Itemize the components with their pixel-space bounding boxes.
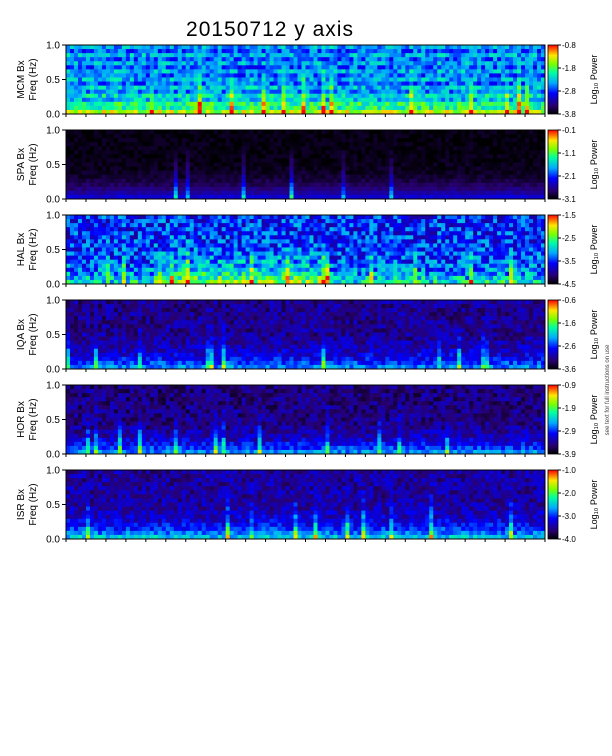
colorbar-title: Log₁₀ Power — [589, 225, 599, 275]
spectrogram-image — [66, 470, 546, 540]
colorbar-tick-label: -0.1 — [562, 126, 576, 135]
colorbar-tick-label: -1.0 — [562, 466, 576, 475]
colorbar-tick-label: -1.5 — [562, 211, 576, 220]
spectrogram-image — [66, 300, 546, 370]
freq-axis-label: Freq (Hz) — [28, 398, 39, 440]
y-tick-label: 0.0 — [46, 110, 60, 121]
y-tick-label: 0.0 — [46, 450, 60, 461]
colorbar-tick-label: -1.8 — [562, 64, 576, 73]
station-label: SPA Bx — [16, 148, 27, 181]
freq-axis-label: Freq (Hz) — [28, 143, 39, 185]
spectrogram-image — [66, 45, 546, 115]
station-label: IQA Bx — [16, 319, 27, 350]
y-tick-label: 0.5 — [46, 160, 60, 171]
panel-spa-bx: 0.0 0.5 1.0 SPA Bx Freq (Hz) -0.1 -1.1 -2.1 -3.1… — [16, 126, 599, 206]
colorbar-tick-label: -2.0 — [562, 489, 576, 498]
spectrogram-image — [66, 130, 546, 200]
colorbar-tick-label: -2.8 — [562, 87, 576, 96]
colorbar-tick-label: -2.9 — [562, 427, 576, 436]
colorbar-title: Log₁₀ Power — [589, 55, 599, 105]
panel-hor-bx: 0.0 0.5 1.0 HOR Bx Freq (Hz) -0.9 -1.9 -2.9 -3.9… — [16, 381, 599, 461]
colorbar-tick-label: -1.6 — [562, 319, 576, 328]
y-tick-label: 0.0 — [46, 195, 60, 206]
panel-mcm-bx: 0.0 0.5 1.0 MCM Bx Freq (Hz) -0.8 -1.8 -2.8 -3.8… — [16, 41, 599, 121]
station-label: MCM Bx — [16, 60, 27, 98]
colorbar — [547, 299, 559, 370]
y-tick-label: 0.5 — [46, 330, 60, 341]
y-tick-label: 0.0 — [46, 535, 60, 546]
freq-axis-label: Freq (Hz) — [28, 483, 39, 525]
y-tick-label: 1.0 — [46, 126, 60, 137]
colorbar-tick-label: -3.5 — [562, 257, 576, 266]
colorbar-tick-label: -0.8 — [562, 41, 576, 50]
y-tick-label: 1.0 — [46, 466, 60, 477]
panel-isr-bx: 0.0 0.5 1.0 ISR Bx Freq (Hz) -1.0 -2.0 -3.0 -4.0… — [16, 466, 599, 546]
colorbar-tick-label: -3.8 — [562, 110, 576, 119]
y-tick-label: 0.5 — [46, 500, 60, 511]
colorbar-title: Log₁₀ Power — [589, 310, 599, 360]
station-label: HAL Bx — [16, 233, 27, 267]
colorbar-tick-label: -3.9 — [562, 450, 576, 459]
panel-iqa-bx: 0.0 0.5 1.0 IQA Bx Freq (Hz) -0.6 -1.6 -2.6 -3.6… — [16, 296, 599, 376]
y-tick-label: 0.0 — [46, 365, 60, 376]
colorbar — [547, 469, 559, 540]
y-tick-label: 0.0 — [46, 280, 60, 291]
y-tick-label: 1.0 — [46, 211, 60, 222]
colorbar-tick-label: -2.5 — [562, 234, 576, 243]
colorbar — [547, 129, 559, 200]
y-tick-label: 0.5 — [46, 245, 60, 256]
y-tick-label: 1.0 — [46, 41, 60, 52]
colorbar-tick-label: -4.5 — [562, 280, 576, 289]
chart-title: 20150712 y axis — [186, 18, 354, 41]
panel-hal-bx: 0.0 0.5 1.0 HAL Bx Freq (Hz) -1.5 -2.5 -3.5 -4.5… — [16, 211, 599, 291]
colorbar — [547, 214, 559, 285]
colorbar-title: Log₁₀ Power — [589, 480, 599, 530]
spectrogram-image — [66, 215, 546, 285]
station-label: ISR Bx — [16, 489, 27, 520]
colorbar-tick-label: -3.6 — [562, 365, 576, 374]
freq-axis-label: Freq (Hz) — [28, 228, 39, 270]
colorbar — [547, 384, 559, 455]
colorbar-tick-label: -1.9 — [562, 404, 576, 413]
side-note: see text for full instructions on use — [605, 344, 611, 435]
freq-axis-label: Freq (Hz) — [28, 313, 39, 355]
freq-axis-label: Freq (Hz) — [28, 58, 39, 100]
y-tick-label: 1.0 — [46, 381, 60, 392]
colorbar-tick-label: -4.0 — [562, 535, 576, 544]
colorbar-tick-label: -2.1 — [562, 172, 576, 181]
colorbar-tick-label: -3.0 — [562, 512, 576, 521]
colorbar-tick-label: -0.9 — [562, 381, 576, 390]
colorbar-title: Log₁₀ Power — [589, 395, 599, 445]
colorbar-tick-label: -1.1 — [562, 149, 576, 158]
colorbar-tick-label: -0.6 — [562, 296, 576, 305]
colorbar-tick-label: -2.6 — [562, 342, 576, 351]
y-tick-label: 0.5 — [46, 415, 60, 426]
colorbar — [547, 44, 559, 115]
station-label: HOR Bx — [16, 401, 27, 438]
spectrogram-image — [66, 385, 546, 455]
y-tick-label: 1.0 — [46, 296, 60, 307]
colorbar-tick-label: -3.1 — [562, 195, 576, 204]
y-tick-label: 0.5 — [46, 75, 60, 86]
colorbar-title: Log₁₀ Power — [589, 140, 599, 190]
